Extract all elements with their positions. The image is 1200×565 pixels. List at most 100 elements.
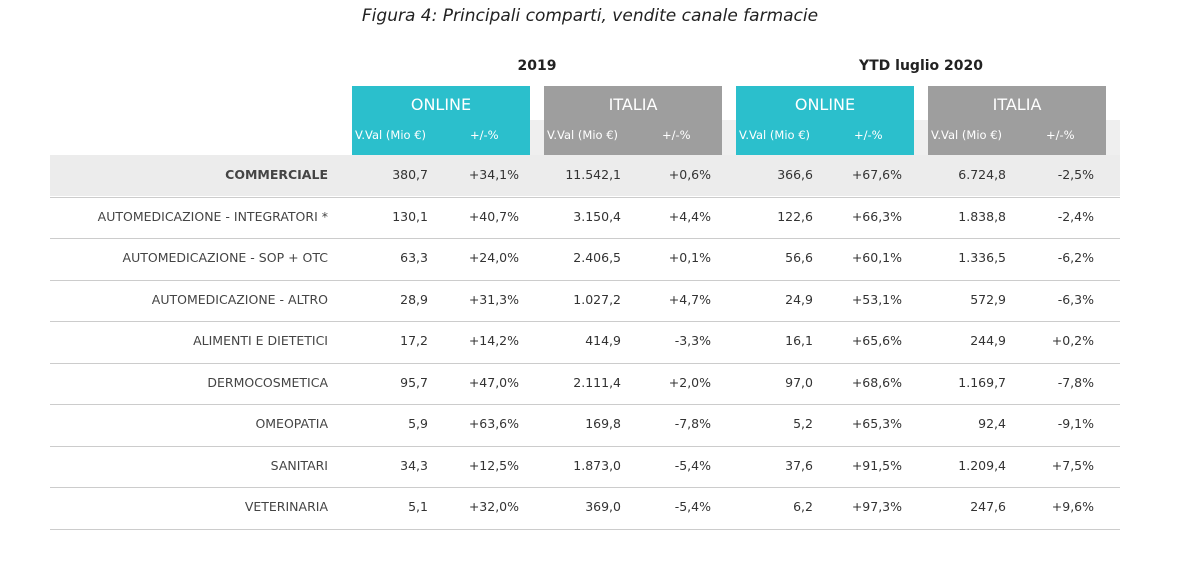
cell-value: +12,5% bbox=[468, 457, 519, 473]
cell-value: +63,6% bbox=[468, 416, 519, 431]
cell-value: -7,8% bbox=[1057, 374, 1094, 390]
cell-value: 1.169,7 bbox=[958, 374, 1006, 390]
cell-value: 1.873,0 bbox=[573, 457, 621, 473]
cell-value: +34,1% bbox=[468, 167, 519, 182]
cell-value: +4,7% bbox=[668, 291, 711, 307]
cell-value: +91,5% bbox=[851, 457, 902, 473]
cell-value: +4,4% bbox=[668, 208, 711, 224]
channel-header: ONLINE bbox=[352, 86, 530, 155]
cell-value: +0,2% bbox=[1051, 333, 1094, 348]
cell-value: 3.150,4 bbox=[573, 208, 621, 224]
cell-value: 366,6 bbox=[777, 167, 813, 182]
cell-value: 244,9 bbox=[970, 333, 1006, 348]
cell-value: 24,9 bbox=[785, 291, 813, 307]
cell-value: +53,1% bbox=[851, 291, 902, 307]
period-label: YTD luglio 2020 bbox=[858, 58, 984, 74]
cell-value: +97,3% bbox=[851, 499, 902, 514]
subheader: V.Val (Mio €) bbox=[739, 128, 811, 142]
row-divider bbox=[50, 362, 1120, 364]
row-label: VETERINARIA bbox=[244, 499, 328, 514]
cell-value: 1.838,8 bbox=[958, 208, 1006, 224]
cell-value: -9,1% bbox=[1057, 416, 1094, 431]
cell-value: 5,9 bbox=[408, 416, 428, 431]
cell-value: 17,2 bbox=[400, 333, 428, 348]
cell-value: 97,0 bbox=[785, 374, 813, 390]
title: Figura 4: Principali comparti, vendite c… bbox=[361, 6, 819, 26]
cell-value: +7,5% bbox=[1051, 457, 1094, 473]
cell-value: +65,3% bbox=[851, 416, 902, 431]
cell-value: +65,6% bbox=[851, 333, 902, 348]
cell-value: -6,2% bbox=[1057, 250, 1094, 265]
row-label: AUTOMEDICAZIONE - INTEGRATORI * bbox=[97, 208, 328, 224]
cell-value: 1.336,5 bbox=[958, 250, 1006, 265]
channel-label: ITALIA bbox=[608, 95, 658, 114]
cell-value: 5,1 bbox=[408, 499, 428, 514]
channel-label: ONLINE bbox=[794, 95, 856, 114]
cell-value: 95,7 bbox=[400, 374, 428, 390]
cell-value: +40,7% bbox=[468, 208, 519, 224]
row-divider bbox=[50, 196, 1120, 198]
cell-value: +60,1% bbox=[851, 250, 902, 265]
channel-header: ITALIA bbox=[928, 86, 1106, 155]
cell-value: 380,7 bbox=[392, 167, 428, 182]
cell-value: 11.542,1 bbox=[565, 167, 621, 182]
channel-label: ITALIA bbox=[992, 95, 1042, 114]
row-label: AUTOMEDICAZIONE - SOP + OTC bbox=[122, 250, 328, 265]
cell-value: -7,8% bbox=[674, 416, 711, 431]
period-label: 2019 bbox=[517, 58, 557, 74]
cell-value: +47,0% bbox=[468, 374, 519, 390]
cell-value: 369,0 bbox=[585, 499, 621, 514]
cell-value: +31,3% bbox=[468, 291, 519, 307]
cell-value: 92,4 bbox=[978, 416, 1006, 431]
row-divider bbox=[50, 445, 1120, 447]
cell-value: -3,3% bbox=[674, 333, 711, 348]
highlight-row bbox=[50, 155, 1120, 196]
cell-value: 2.111,4 bbox=[573, 374, 621, 390]
channel-header: ONLINE bbox=[736, 86, 914, 155]
cell-value: 6.724,8 bbox=[958, 167, 1006, 182]
cell-value: -2,5% bbox=[1057, 167, 1094, 182]
cell-value: -5,4% bbox=[674, 457, 711, 473]
cell-value: +67,6% bbox=[851, 167, 902, 182]
subheader: +/-% bbox=[1046, 128, 1075, 142]
subheader: V.Val (Mio €) bbox=[355, 128, 427, 142]
channel-header: ITALIA bbox=[544, 86, 722, 155]
row-divider bbox=[50, 404, 1120, 405]
cell-value: +0,1% bbox=[668, 250, 711, 265]
cell-value: +14,2% bbox=[468, 333, 519, 348]
cell-value: 169,8 bbox=[585, 416, 621, 431]
row-label: DERMOCOSMETICA bbox=[207, 374, 328, 390]
cell-value: +0,6% bbox=[668, 167, 711, 182]
cell-value: 37,6 bbox=[785, 457, 813, 473]
cell-value: +9,6% bbox=[1051, 499, 1094, 514]
cell-value: 1.027,2 bbox=[573, 291, 621, 307]
cell-value: +66,3% bbox=[851, 208, 902, 224]
subheader: +/-% bbox=[854, 128, 883, 142]
row-label: SANITARI bbox=[270, 457, 328, 473]
row-divider bbox=[50, 279, 1120, 281]
cell-value: 34,3 bbox=[400, 457, 428, 473]
cell-value: 1.209,4 bbox=[958, 457, 1006, 473]
subheader: V.Val (Mio €) bbox=[547, 128, 619, 142]
cell-value: +68,6% bbox=[851, 374, 902, 390]
row-divider bbox=[50, 487, 1120, 488]
cell-value: 5,2 bbox=[793, 416, 813, 431]
row-divider bbox=[50, 238, 1120, 239]
cell-value: +2,0% bbox=[668, 374, 711, 390]
row-divider bbox=[50, 528, 1120, 530]
cell-value: 247,6 bbox=[970, 499, 1006, 514]
subheader: +/-% bbox=[470, 128, 499, 142]
cell-value: 16,1 bbox=[785, 333, 813, 348]
row-divider bbox=[50, 321, 1120, 322]
cell-value: -2,4% bbox=[1057, 208, 1094, 224]
cell-value: 572,9 bbox=[970, 291, 1006, 307]
cell-value: 2.406,5 bbox=[573, 250, 621, 265]
row-label: AUTOMEDICAZIONE - ALTRO bbox=[151, 291, 328, 307]
cell-value: -5,4% bbox=[674, 499, 711, 514]
cell-value: 414,9 bbox=[585, 333, 621, 348]
cell-value: 28,9 bbox=[400, 291, 428, 307]
cell-value: 130,1 bbox=[392, 208, 428, 224]
cell-value: +32,0% bbox=[468, 499, 519, 514]
subheader: +/-% bbox=[662, 128, 691, 142]
